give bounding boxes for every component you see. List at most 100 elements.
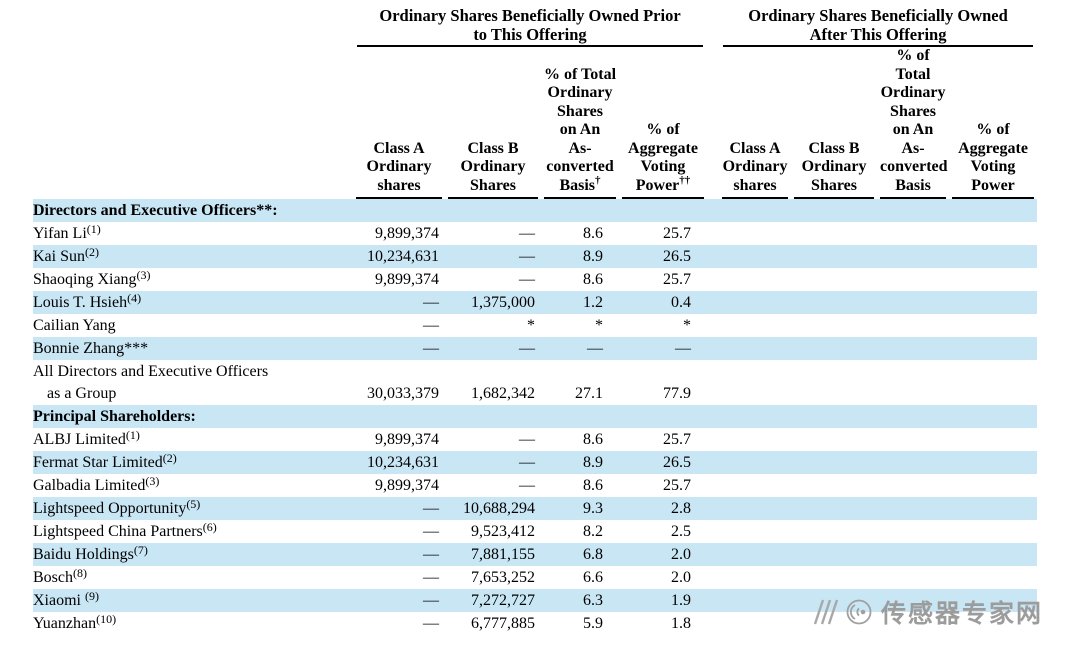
column-header-label: Class A Ordinary shares [366, 139, 432, 194]
holder-name-label: Directors and Executive Officers**: [33, 202, 278, 219]
share-ownership-table: Ordinary Shares Beneficially Owned Prior… [33, 6, 1038, 635]
value-cell [949, 520, 1037, 543]
value-cell: — [519, 271, 535, 288]
value-cell [949, 245, 1037, 268]
group-gap [707, 589, 719, 612]
value-cell [791, 268, 877, 291]
value-cell [445, 405, 541, 428]
group-gap [707, 612, 719, 635]
shareholder-row: Xiaomi (9) — 7,272,727 6.3 1.9 [33, 589, 1038, 612]
value-cell: 1.9 [671, 592, 692, 609]
value-cell [719, 474, 791, 497]
holder-name-label: Yuanzhan [33, 615, 97, 632]
holder-name: Principal Shareholders: [33, 405, 353, 428]
value-cell [949, 314, 1037, 337]
holder-name-label: Xiaomi [33, 592, 85, 609]
value-cell: — [423, 569, 439, 586]
column-header: Class A Ordinary shares [719, 47, 791, 199]
holder-name: Louis T. Hsieh(4) [33, 291, 353, 314]
group-gap [707, 543, 719, 566]
value-cell: * [595, 317, 603, 334]
holder-name: Kai Sun(2) [33, 245, 353, 268]
value-cell: 7,653,252 [471, 569, 535, 586]
shareholder-row: Bosch(8) — 7,653,252 6.6 2.0 [33, 566, 1037, 589]
value-cell: 2.8 [671, 500, 692, 517]
holder-name: Directors and Executive Officers**: [33, 199, 353, 222]
value-cell: 26.5 [663, 248, 692, 265]
value-cell: * [683, 317, 692, 334]
group-gap [707, 474, 719, 497]
shareholder-row: Cailian Yang — * * * [33, 314, 1037, 337]
holder-name: Yuanzhan(10) [33, 612, 353, 635]
value-cell [949, 222, 1037, 245]
column-header-label: Class B Ordinary Shares [460, 139, 526, 194]
value-cell: 0.4 [671, 294, 692, 311]
value-cell: 77.9 [663, 385, 692, 402]
value-cell: — [519, 477, 535, 494]
value-cell [949, 474, 1037, 497]
value-cell: 8.9 [583, 454, 603, 471]
value-cell: 9.3 [583, 500, 603, 517]
value-cell: — [423, 340, 439, 357]
corner-cell [33, 6, 353, 47]
value-cell [877, 428, 949, 451]
value-cell [949, 405, 1037, 428]
holder-name: Lightspeed Opportunity(5) [33, 497, 353, 520]
footnote-reference: (4) [127, 291, 142, 305]
value-cell [949, 566, 1037, 589]
value-cell: — [423, 500, 439, 517]
holder-name: Xiaomi (9) [33, 589, 353, 612]
value-cell: 1.2 [583, 294, 603, 311]
value-cell [791, 451, 877, 474]
holder-name-label: Principal Shareholders: [33, 408, 196, 425]
value-cell [949, 543, 1037, 566]
holder-name: Lightspeed China Partners(6) [33, 520, 353, 543]
footnote-reference: (1) [86, 222, 101, 236]
value-cell [791, 314, 877, 337]
holder-name-label: Lightspeed Opportunity [33, 500, 187, 517]
value-cell [791, 497, 877, 520]
footnote-reference: (6) [202, 520, 217, 534]
value-cell [719, 245, 791, 268]
shareholder-row: Baidu Holdings(7) — 7,881,155 6.8 2.0 [33, 543, 1038, 566]
value-cell: — [423, 294, 439, 311]
value-cell: 8.6 [583, 271, 603, 288]
value-cell: 8.6 [583, 477, 603, 494]
value-cell [719, 612, 791, 635]
value-cell [541, 405, 619, 428]
column-header-label: Class A Ordinary shares [722, 139, 788, 194]
section-header-row: Principal Shareholders: [33, 405, 1038, 428]
holder-name-label: ALBJ Limited [33, 431, 126, 448]
value-cell [791, 405, 877, 428]
value-cell [719, 497, 791, 520]
value-cell: 10,688,294 [463, 500, 535, 517]
column-header-label: % of Aggregate Voting Power [958, 121, 1028, 194]
value-cell: 6.8 [583, 546, 603, 563]
group-gap [707, 566, 719, 589]
value-cell: 8.6 [583, 225, 603, 242]
column-header-row: Class A Ordinary shares Class B Ordinary … [33, 47, 1037, 199]
value-cell [719, 428, 791, 451]
shareholder-row: Shaoqing Xiang(3) 9,899,374 — 8.6 25.7 [33, 268, 1037, 291]
column-header: % of Aggregate Voting Power†† [619, 47, 707, 199]
holder-name-label: All Directors and Executive Officers as … [33, 363, 269, 402]
holder-name-label: Lightspeed China Partners [33, 523, 203, 540]
holder-name-label: Galbadia Limited [33, 477, 146, 494]
value-cell [719, 337, 791, 360]
value-cell [877, 199, 949, 222]
value-cell: — [519, 225, 535, 242]
value-cell: — [423, 615, 439, 632]
value-cell: 2.5 [671, 523, 692, 540]
column-header-label: % of Total Ordinary Shares on An As- con… [880, 47, 948, 194]
footnote-reference: (8) [73, 566, 87, 580]
value-cell [877, 360, 949, 405]
value-cell: 25.7 [663, 431, 692, 448]
column-header: Class B Ordinary Shares [445, 47, 541, 199]
value-cell: 25.7 [663, 477, 692, 494]
value-cell: — [519, 248, 535, 265]
footnote-reference: (5) [186, 497, 201, 511]
value-cell [791, 543, 877, 566]
value-cell [719, 566, 791, 589]
value-cell [541, 199, 619, 222]
